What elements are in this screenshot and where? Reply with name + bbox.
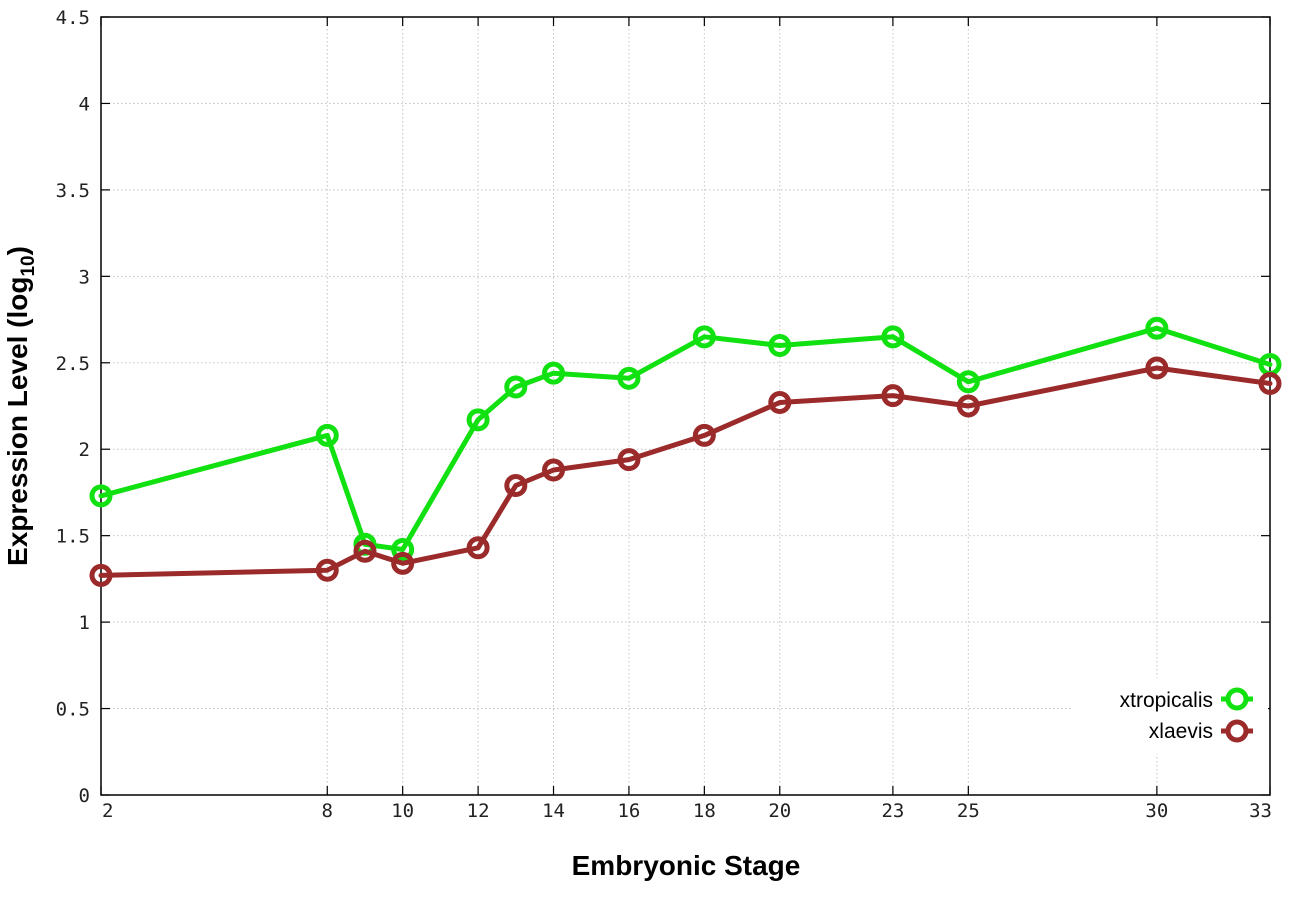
data-point-xlaevis (542, 458, 566, 482)
legend-label-xtropicalis: xtropicalis (1120, 689, 1213, 712)
data-point-xtropicalis (315, 423, 339, 447)
y-axis-title-suffix: ) (2, 246, 33, 255)
x-tick-label: 16 (617, 800, 640, 822)
x-tick-label: 25 (957, 800, 980, 822)
y-tick-label: 2 (79, 439, 90, 461)
data-point-xtropicalis (768, 333, 792, 357)
y-tick-label: 1.5 (56, 526, 90, 548)
data-point-xlaevis (391, 551, 415, 575)
y-axis-title: Expression Level (log10) (2, 246, 39, 566)
data-point-xtropicalis (617, 366, 641, 390)
x-tick-label: 10 (391, 800, 414, 822)
y-tick-label: 1 (79, 612, 90, 634)
data-point-xtropicalis (956, 370, 980, 394)
x-tick-label: 23 (881, 800, 904, 822)
y-tick-label: 4 (79, 93, 90, 115)
plot-frame (100, 16, 1271, 796)
x-tick-label: 14 (542, 800, 565, 822)
y-tick-label: 3.5 (56, 180, 90, 202)
x-tick-label: 8 (322, 800, 333, 822)
y-tick-label: 0 (79, 785, 90, 807)
data-point-xlaevis (617, 448, 641, 472)
legend-label-xlaevis: xlaevis (1149, 720, 1213, 743)
y-axis-title-main: Expression Level (log (2, 277, 33, 566)
data-point-xlaevis (768, 391, 792, 415)
data-point-xlaevis (692, 423, 716, 447)
data-point-xtropicalis (391, 537, 415, 561)
x-tick-label: 20 (768, 800, 791, 822)
x-tick-label: 2 (102, 800, 113, 822)
data-point-xtropicalis (1145, 316, 1169, 340)
y-tick-label: 0.5 (56, 699, 90, 721)
x-tick-label: 12 (467, 800, 490, 822)
data-point-xlaevis (315, 558, 339, 582)
data-point-xtropicalis (881, 325, 905, 349)
data-point-xlaevis (504, 474, 528, 498)
legend: xtropicalis xlaevis (1072, 678, 1268, 754)
series-line-xlaevis (98, 365, 1273, 578)
data-point-xlaevis (466, 536, 490, 560)
data-point-xlaevis (956, 394, 980, 418)
series-group (89, 316, 1282, 587)
data-point-xlaevis (89, 563, 113, 587)
data-point-xtropicalis (542, 361, 566, 385)
data-point-xlaevis (881, 384, 905, 408)
x-axis-title: Embryonic Stage (572, 850, 801, 881)
data-point-xlaevis (353, 539, 377, 563)
y-tick-label: 2.5 (56, 353, 90, 375)
data-point-xlaevis (1145, 356, 1169, 380)
legend-marker-xlaevis (1225, 719, 1249, 743)
x-tick-label: 18 (693, 800, 716, 822)
y-tick-label: 4.5 (56, 7, 90, 29)
data-point-xtropicalis (466, 408, 490, 432)
data-point-xlaevis (1258, 372, 1282, 396)
axis-ticks: 0 0.5 1 1.5 2 2.5 3 3.5 4 4.5 2 8 10 12 14 16 18 20 23 25 30… (56, 7, 1272, 822)
data-point-xtropicalis (89, 484, 113, 508)
legend-marker-xtropicalis (1225, 687, 1249, 711)
y-axis-title-subscript: 10 (18, 255, 39, 276)
data-point-xtropicalis (504, 375, 528, 399)
x-tick-label: 33 (1249, 800, 1272, 822)
data-point-xtropicalis (692, 325, 716, 349)
grid (101, 17, 1270, 795)
y-tick-label: 3 (79, 266, 90, 288)
x-tick-label: 30 (1145, 800, 1168, 822)
